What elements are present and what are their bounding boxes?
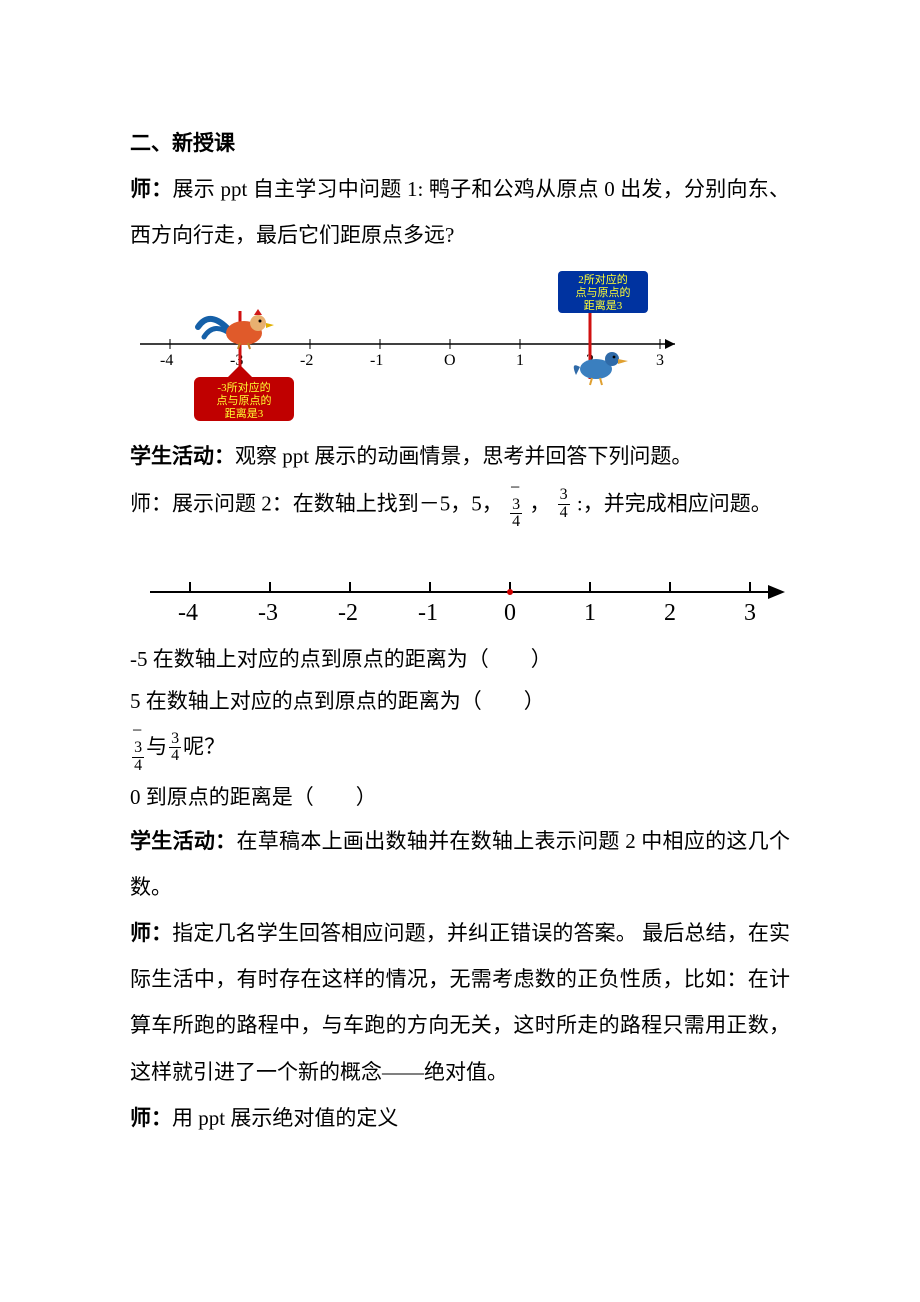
label-student: 学生活动： — [130, 829, 236, 853]
svg-text:1: 1 — [516, 352, 524, 369]
svg-text:2所对应的: 2所对应的 — [578, 272, 628, 286]
svg-text:-3所对应的: -3所对应的 — [217, 380, 270, 394]
svg-text:-2: -2 — [338, 600, 358, 626]
text: 展示 ppt 自主学习中问题 1: 鸭子和公鸡从原点 0 出发，分别向东、西方向… — [130, 177, 790, 247]
svg-text:-4: -4 — [160, 352, 173, 369]
text: 与 — [146, 735, 167, 759]
paragraph-teacher-1: 师：展示 ppt 自主学习中问题 1: 鸭子和公鸡从原点 0 出发，分别向东、西… — [130, 166, 790, 258]
question-4: 0 到原点的距离是（ ） — [130, 776, 790, 818]
figure-1-number-line-animals: -4 -3 -2 -1 O 1 2 3 — [130, 269, 790, 429]
callout-left: -3所对应的 点与原点的 距离是3 — [194, 365, 294, 421]
svg-text:2: 2 — [664, 600, 676, 626]
fraction-neg-3-4-b: 34 — [132, 721, 144, 774]
label-teacher: 师： — [130, 1106, 172, 1130]
fraction-neg-3-4: 34 — [510, 478, 522, 531]
callout-right: 2所对应的 点与原点的 距离是3 — [558, 271, 648, 313]
svg-text:点与原点的: 点与原点的 — [217, 393, 272, 407]
svg-text:距离是3: 距离是3 — [584, 298, 623, 312]
fraction-3-4: 34 — [558, 487, 570, 522]
label-teacher: 师： — [130, 921, 172, 945]
figure-2-number-line: -4 -3 -2 -1 0 1 2 3 — [130, 562, 790, 632]
svg-text:-2: -2 — [300, 352, 313, 369]
paragraph-teacher-3: 师：指定几名学生回答相应问题，并纠正错误的答案。 最后总结，在实际生活中，有时存… — [130, 910, 790, 1095]
question-1: -5 在数轴上对应的点到原点的距离为（ ） — [130, 638, 790, 680]
number-line-2-svg: -4 -3 -2 -1 0 1 2 3 — [130, 562, 790, 632]
rooster-icon — [198, 309, 274, 349]
svg-text:点与原点的: 点与原点的 — [576, 285, 631, 299]
label-teacher: 师： — [130, 177, 173, 201]
label-student: 学生活动： — [130, 444, 235, 468]
question-2: 5 在数轴上对应的点到原点的距离为（ ） — [130, 680, 790, 722]
svg-text:3: 3 — [656, 352, 664, 369]
text: :，并完成相应问题。 — [577, 491, 772, 515]
svg-text:距离是3: 距离是3 — [225, 406, 264, 420]
text: 呢？ — [183, 735, 225, 759]
text: 用 ppt 展示绝对值的定义 — [172, 1106, 398, 1130]
duck-icon — [574, 352, 628, 385]
text: 指定几名学生回答相应问题，并纠正错误的答案。 最后总结，在实际生活中，有时存在这… — [130, 921, 790, 1084]
svg-text:-3: -3 — [258, 600, 278, 626]
paragraph-student-2: 学生活动：在草稿本上画出数轴并在数轴上表示问题 2 中相应的这几个数。 — [130, 818, 790, 910]
svg-text:1: 1 — [584, 600, 596, 626]
number-line-svg: -4 -3 -2 -1 O 1 2 3 — [130, 269, 690, 429]
fraction-3-4-b: 34 — [169, 731, 181, 766]
paragraph-teacher-4: 师：用 ppt 展示绝对值的定义 — [130, 1095, 790, 1141]
text: 师：展示问题 2：在数轴上找到－5，5， — [130, 491, 503, 515]
svg-text:0: 0 — [504, 600, 516, 626]
page: 二、新授课 师：展示 ppt 自主学习中问题 1: 鸭子和公鸡从原点 0 出发，… — [0, 0, 920, 1302]
question-3: 34与34呢？ — [130, 722, 790, 775]
svg-text:-1: -1 — [418, 600, 438, 626]
svg-text:3: 3 — [744, 600, 756, 626]
origin-dot — [507, 589, 513, 595]
svg-text:-4: -4 — [178, 600, 198, 626]
svg-text:O: O — [444, 352, 456, 369]
text: ， — [529, 491, 550, 515]
paragraph-student-1: 学生活动：观察 ppt 展示的动画情景，思考并回答下列问题。 — [130, 433, 790, 479]
section-heading: 二、新授课 — [130, 120, 790, 166]
paragraph-teacher-2: 师：展示问题 2：在数轴上找到－5，5， 34 ， 34 :，并完成相应问题。 — [130, 479, 790, 532]
text: 观察 ppt 展示的动画情景，思考并回答下列问题。 — [235, 444, 692, 468]
svg-text:-1: -1 — [370, 352, 383, 369]
